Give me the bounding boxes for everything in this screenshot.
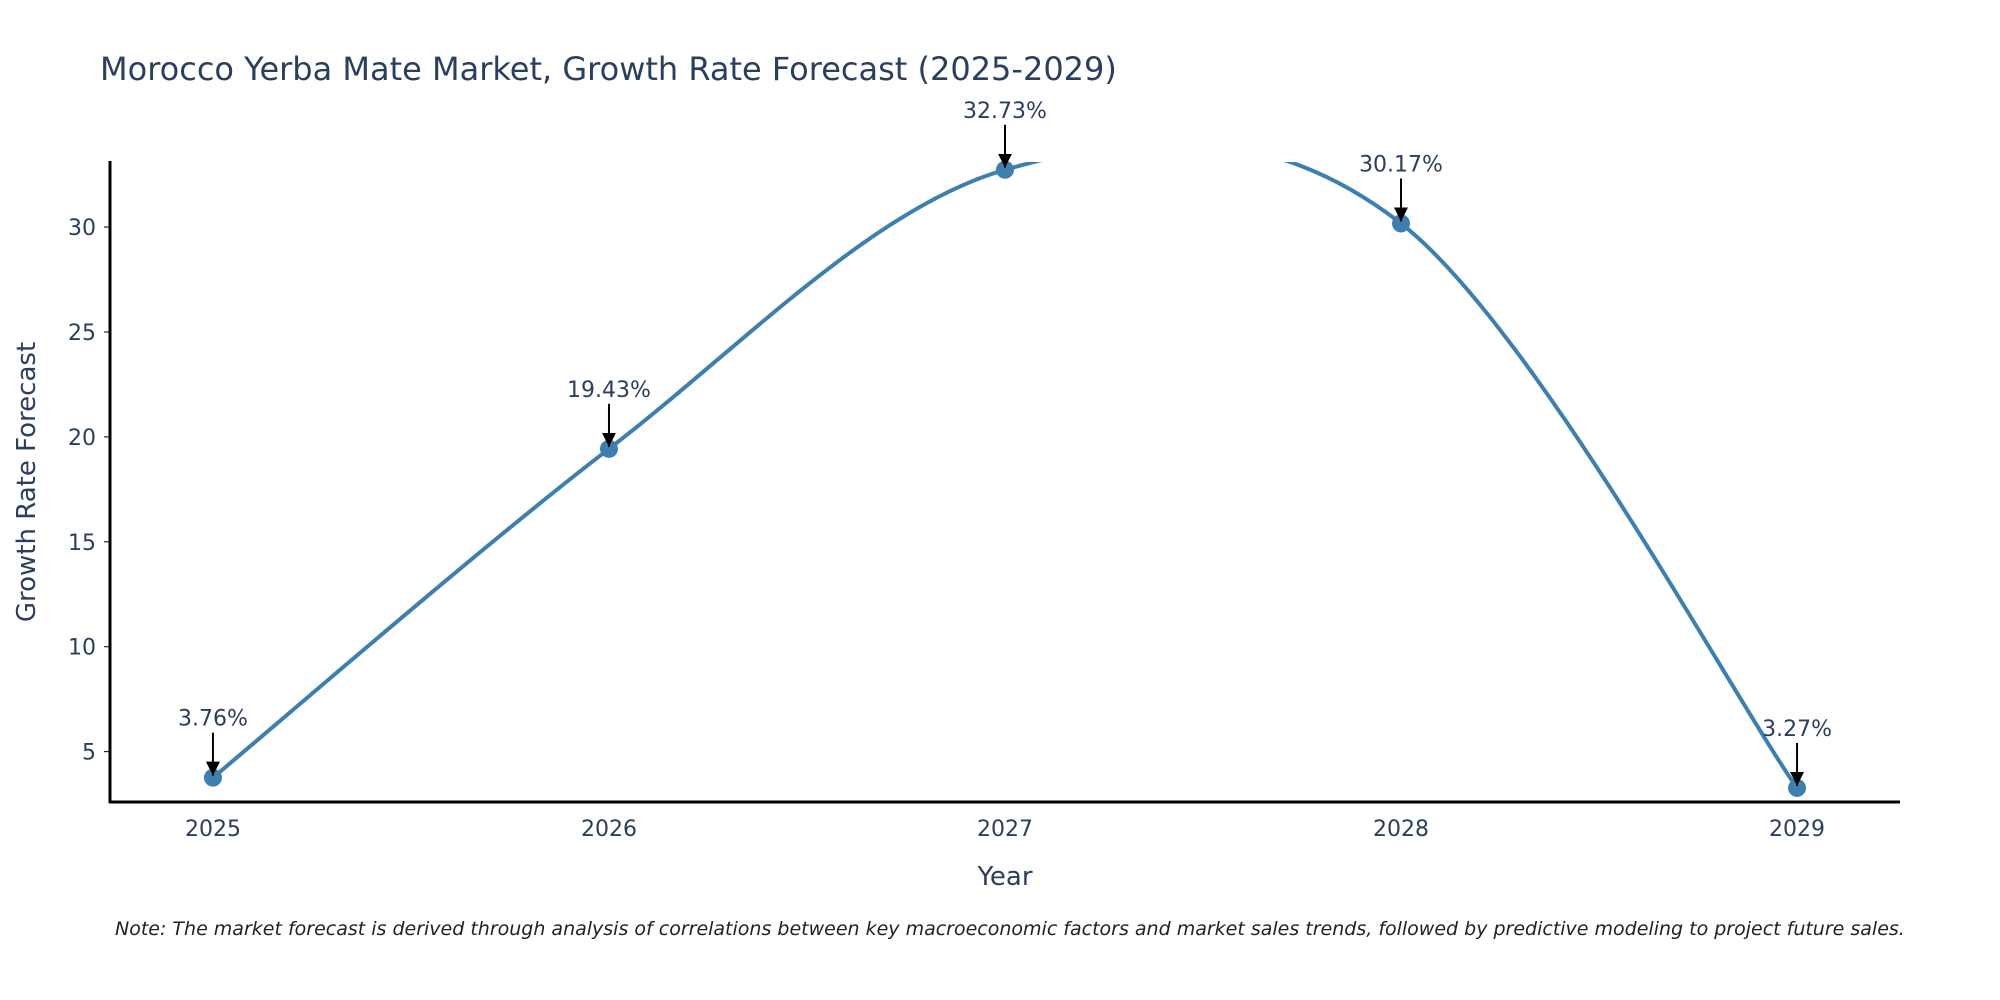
data-label: 3.27% — [1762, 717, 1832, 742]
data-annotations: 3.76% 19.43% 32.73% 30.17% 3.27% — [178, 99, 1832, 786]
y-tick-label: 30 — [68, 216, 96, 241]
methodology-note: Note: The market forecast is derived thr… — [115, 918, 1905, 940]
y-tick-label: 5 — [82, 741, 96, 766]
y-tick-label: 25 — [68, 321, 96, 346]
data-markers — [203, 160, 1807, 797]
y-tick-label: 10 — [68, 636, 96, 661]
data-label: 19.43% — [567, 378, 651, 403]
x-axis-title: Year — [976, 862, 1032, 892]
y-tick-label: 20 — [68, 426, 96, 451]
x-tick-label: 2026 — [581, 817, 637, 842]
x-tick-label: 2028 — [1373, 817, 1429, 842]
data-label: 32.73% — [963, 99, 1047, 124]
x-tick-label: 2029 — [1769, 817, 1825, 842]
data-label: 30.17% — [1359, 152, 1443, 177]
y-axis-ticks: 5 10 15 20 25 30 — [68, 216, 110, 766]
x-tick-label: 2025 — [185, 817, 241, 842]
y-tick-label: 15 — [68, 531, 96, 556]
x-tick-label: 2027 — [977, 817, 1033, 842]
x-axis-ticks: 2025 2026 2027 2028 2029 — [185, 817, 1825, 842]
growth-rate-line — [211, 162, 1799, 790]
y-axis-title: Growth Rate Forecast — [12, 342, 42, 622]
data-label: 3.76% — [178, 707, 248, 732]
chart-title: Morocco Yerba Mate Market, Growth Rate F… — [100, 50, 1117, 88]
